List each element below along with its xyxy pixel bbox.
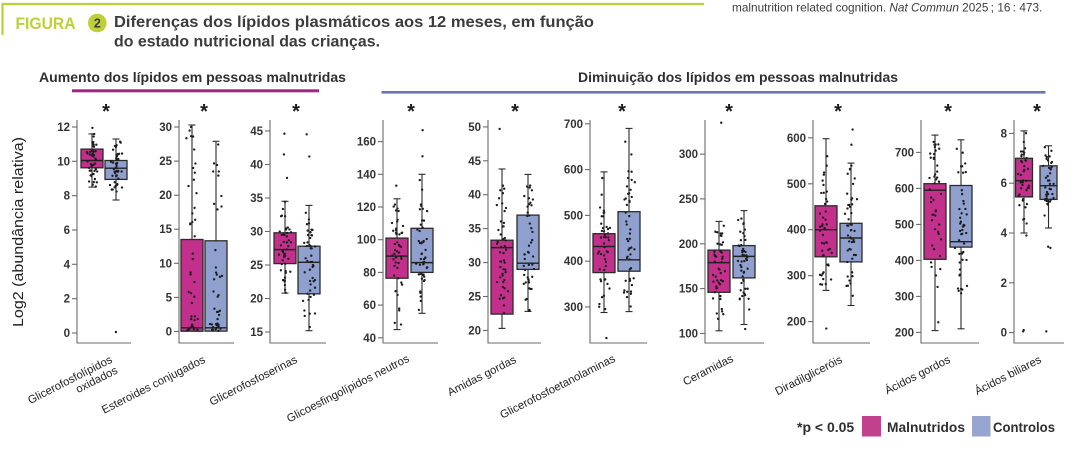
svg-text:15: 15	[159, 224, 172, 236]
svg-text:2: 2	[64, 294, 70, 306]
svg-text:600: 600	[564, 165, 583, 177]
svg-text:35: 35	[468, 224, 481, 236]
svg-text:200: 200	[787, 317, 806, 329]
svg-text:25: 25	[250, 260, 263, 272]
svg-text:Controlos: Controlos	[993, 419, 1055, 435]
svg-text:500: 500	[895, 219, 914, 231]
svg-text:*: *	[200, 101, 208, 123]
svg-text:20: 20	[250, 294, 263, 306]
svg-text:140: 140	[357, 169, 376, 181]
svg-text:300: 300	[787, 271, 806, 283]
svg-text:8: 8	[64, 191, 71, 203]
svg-text:50: 50	[468, 122, 481, 134]
svg-text:*: *	[1033, 101, 1041, 123]
svg-text:*: *	[511, 101, 519, 123]
svg-text:40: 40	[468, 190, 481, 202]
svg-text:30: 30	[250, 227, 263, 239]
svg-text:*: *	[292, 101, 300, 123]
svg-text:6: 6	[64, 225, 70, 237]
svg-text:400: 400	[895, 255, 914, 267]
svg-text:160: 160	[357, 137, 376, 149]
svg-text:8: 8	[1001, 128, 1008, 140]
svg-text:400: 400	[787, 225, 806, 237]
svg-text:40: 40	[250, 160, 263, 172]
svg-text:*: *	[725, 101, 733, 123]
svg-text:500: 500	[787, 179, 806, 191]
svg-text:*: *	[834, 101, 842, 123]
svg-text:4: 4	[1001, 228, 1008, 240]
svg-text:250: 250	[679, 194, 698, 206]
svg-text:100: 100	[357, 235, 376, 247]
svg-text:FIGURA: FIGURA	[16, 15, 76, 33]
svg-text:400: 400	[564, 256, 583, 268]
svg-text:80: 80	[363, 267, 376, 279]
svg-text:20: 20	[468, 325, 481, 337]
svg-text:120: 120	[357, 202, 376, 214]
svg-text:600: 600	[895, 183, 914, 195]
svg-text:45: 45	[468, 156, 481, 168]
svg-text:malnutrition related cognition: malnutrition related cognition. Nat Comm…	[732, 1, 1042, 15]
svg-text:300: 300	[564, 302, 583, 314]
svg-text:12: 12	[57, 122, 70, 134]
svg-text:60: 60	[363, 300, 376, 312]
svg-text:30: 30	[159, 122, 172, 134]
svg-text:500: 500	[564, 210, 583, 222]
svg-text:40: 40	[363, 333, 376, 345]
svg-text:0: 0	[1001, 328, 1007, 340]
svg-text:Diminuição dos lípidos em pess: Diminuição dos lípidos em pessoas malnut…	[578, 70, 898, 85]
svg-text:*: *	[618, 101, 626, 123]
svg-text:2: 2	[94, 17, 101, 31]
svg-text:*: *	[407, 101, 415, 123]
svg-text:Malnutridos: Malnutridos	[887, 419, 965, 435]
svg-text:do estado nutricional das cria: do estado nutricional das crianças.	[114, 34, 380, 51]
svg-text:*: *	[944, 101, 952, 123]
svg-text:5: 5	[166, 292, 173, 304]
svg-text:0: 0	[64, 328, 70, 340]
svg-text:*: *	[102, 101, 110, 123]
svg-text:600: 600	[787, 133, 806, 145]
svg-text:200: 200	[679, 239, 698, 251]
svg-text:300: 300	[679, 149, 698, 161]
svg-text:Aumento dos lípidos em pessoas: Aumento dos lípidos em pessoas malnutrid…	[39, 70, 346, 85]
svg-text:6: 6	[1001, 178, 1007, 190]
svg-text:10: 10	[57, 156, 70, 168]
svg-text:700: 700	[564, 119, 583, 131]
svg-text:25: 25	[468, 292, 481, 304]
svg-text:300: 300	[895, 291, 914, 303]
svg-text:10: 10	[159, 258, 172, 270]
svg-text:2: 2	[1001, 278, 1007, 290]
svg-text:700: 700	[895, 147, 914, 159]
svg-text:25: 25	[159, 156, 172, 168]
svg-text:Log2 (abundância relativa): Log2 (abundância relativa)	[10, 137, 27, 327]
svg-text:45: 45	[250, 126, 263, 138]
svg-text:200: 200	[895, 327, 914, 339]
svg-text:150: 150	[679, 284, 698, 296]
svg-text:20: 20	[159, 190, 172, 202]
svg-text:Diferenças dos lípidos plasmát: Diferenças dos lípidos plasmáticos aos 1…	[114, 14, 594, 31]
svg-text:100: 100	[679, 329, 698, 341]
svg-text:15: 15	[250, 327, 263, 339]
svg-text:0: 0	[166, 327, 172, 339]
svg-text:*p < 0.05: *p < 0.05	[797, 419, 854, 435]
svg-text:4: 4	[64, 259, 71, 271]
svg-text:30: 30	[468, 258, 481, 270]
svg-text:35: 35	[250, 193, 263, 205]
